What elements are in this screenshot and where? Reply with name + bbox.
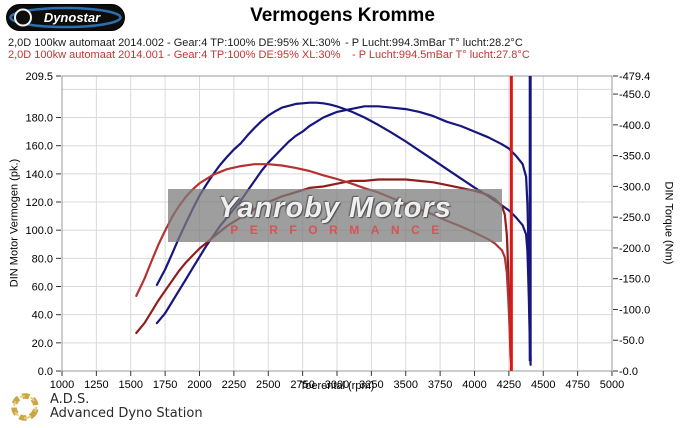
ads-text: A.D.S. Advanced Dyno Station (50, 393, 203, 421)
legend-run-002: 2,0D 100kw automaat 2014.002 - Gear:4 TP… (8, 37, 523, 50)
y-axis-right-title: DIN Torque (Nm) (662, 181, 675, 265)
watermark-company: Yanroby Motors (218, 192, 452, 224)
x-tick-label: 2750 (290, 379, 314, 391)
x-tick-label: 2250 (222, 379, 246, 391)
x-tick-label: 3250 (359, 379, 383, 391)
x-tick-label: 4250 (497, 379, 521, 391)
y-right-tick-label: -200.0 (619, 243, 650, 255)
y-right-tick-label: -300.0 (619, 181, 650, 193)
x-tick-label: 1500 (119, 379, 143, 391)
watermark-banner: Yanroby Motors PERFORMANCE (168, 189, 502, 242)
y-left-tick-label: 140.0 (25, 169, 53, 181)
y-right-tick-label: -100.0 (619, 304, 650, 316)
y-right-tick-label: -250.0 (619, 212, 650, 224)
y-left-tick-label: 209.5 (25, 71, 53, 83)
y-right-tick-label: -50.0 (619, 335, 644, 347)
page-title: Vermogens Kromme (250, 5, 435, 26)
dynostar-logo-graphic: Dynostar (6, 4, 125, 31)
y-left-tick-label: 40.0 (32, 310, 53, 322)
y-right-tick-label: -0.0 (619, 366, 638, 378)
y-left-tick-label: 20.0 (32, 338, 53, 350)
legend-run-002-ambient: - P Lucht:994.3mBar T° lucht:28.2°C (345, 37, 523, 49)
y-right-tick-label: -400.0 (619, 120, 650, 132)
legend-run-001-info: 2,0D 100kw automaat 2014.001 - Gear:4 TP… (8, 48, 341, 61)
y-left-tick-label: 0.0 (38, 366, 53, 378)
ads-name: Advanced Dyno Station (50, 406, 203, 421)
x-tick-label: 1750 (153, 379, 177, 391)
x-tick-label: 4500 (531, 379, 555, 391)
y-left-tick-label: 180.0 (25, 113, 53, 125)
x-tick-label: 5000 (600, 379, 624, 391)
y-left-tick-label: 60.0 (32, 282, 53, 294)
ads-swirl-icon (11, 393, 39, 421)
x-tick-label: 2500 (256, 379, 280, 391)
watermark-performance: PERFORMANCE (230, 223, 451, 237)
dynostar-logo: Dynostar (6, 4, 130, 36)
x-tick-label: 4750 (565, 379, 589, 391)
ads-footer: A.D.S. Advanced Dyno Station (8, 390, 203, 424)
x-tick-label: 2000 (187, 379, 211, 391)
y-right-tick-label: -350.0 (619, 151, 650, 163)
legend-run-001: 2,0D 100kw automaat 2014.001 - Gear:4 TP… (8, 48, 530, 62)
x-tick-label: 1250 (84, 379, 108, 391)
x-tick-label: 4000 (462, 379, 486, 391)
run-legend: 2,0D 100kw automaat 2014.002 - Gear:4 TP… (8, 37, 530, 62)
y-left-tick-label: 160.0 (25, 141, 53, 153)
legend-run-002-info: 2,0D 100kw automaat 2014.002 - Gear:4 TP… (8, 37, 341, 49)
y-right-tick-label: -450.0 (619, 89, 650, 101)
legend-run-001-ambient: - P Lucht:994.5mBar T° lucht:27.8°C (352, 48, 530, 61)
y-left-tick-label: 80.0 (32, 253, 53, 265)
x-axis-title: Toerental (rpm) (299, 380, 375, 392)
x-tick-label: 3000 (325, 379, 349, 391)
logo-d-icon (14, 8, 32, 27)
x-tick-label: 3750 (428, 379, 452, 391)
y-right-tick-label: -150.0 (619, 274, 650, 286)
ads-abbr: A.D.S. (50, 392, 90, 407)
y-right-tick-label: -479.4 (619, 71, 650, 83)
x-tick-label: 3500 (394, 379, 418, 391)
y-left-tick-label: 100.0 (25, 225, 53, 237)
x-tick-label: 1000 (50, 379, 74, 391)
y-axis-left-title: DIN Motor Vermogen (pk.) (8, 158, 21, 288)
logo-swoosh (9, 6, 122, 29)
logo-text: Dynostar (44, 10, 101, 25)
y-left-tick-label: 120.0 (25, 197, 53, 209)
